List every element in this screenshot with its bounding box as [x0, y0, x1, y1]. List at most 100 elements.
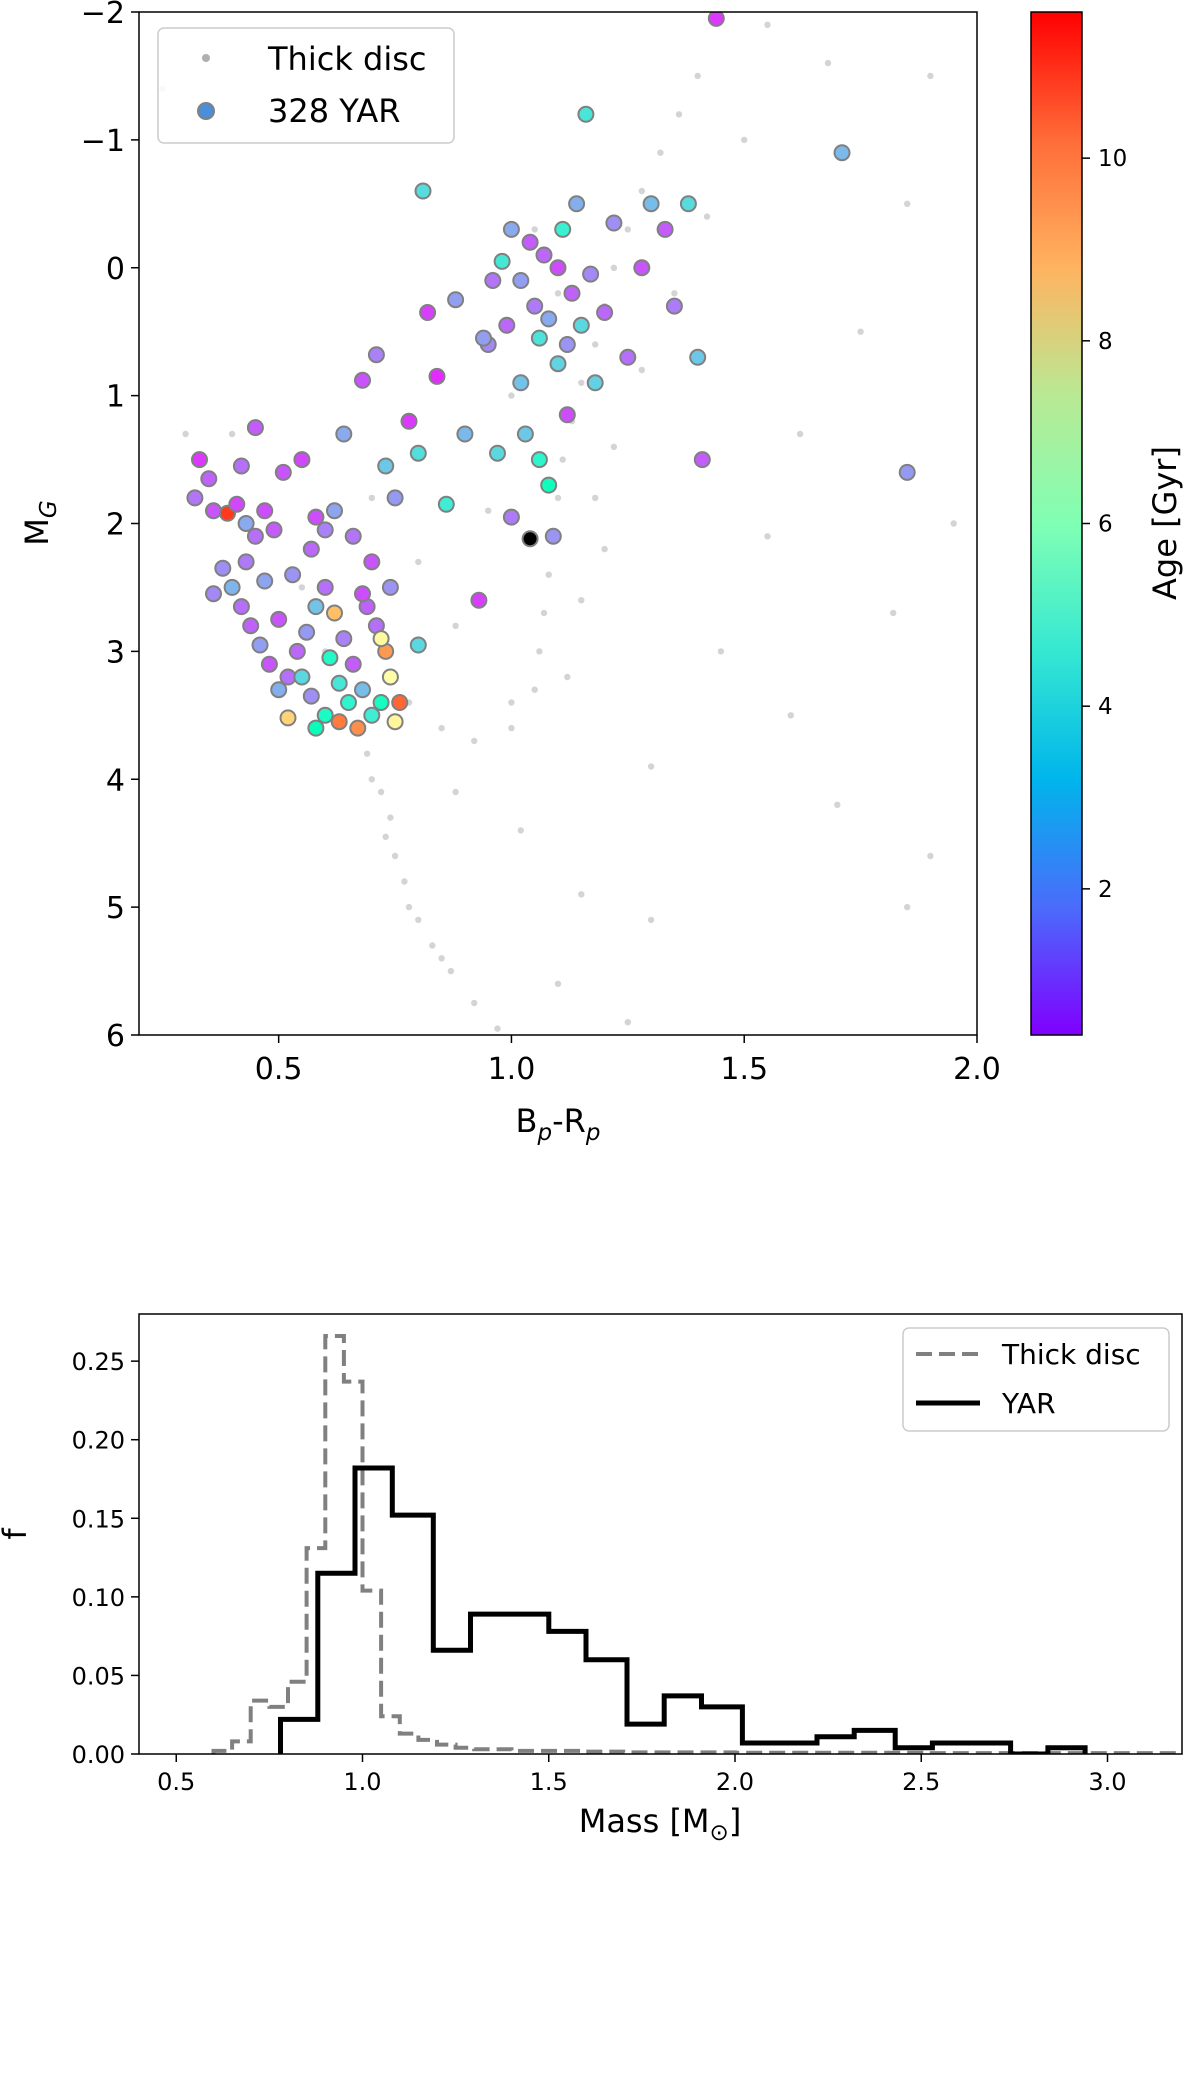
scatter-y-tick-label: 6: [106, 1019, 125, 1054]
thick-disc-point: [610, 264, 618, 271]
yar-point: [256, 572, 274, 590]
scatter-y-tick-label: −2: [81, 0, 125, 31]
thick-disc-point: [824, 59, 832, 67]
yar-point: [246, 527, 264, 545]
yar-point: [354, 371, 371, 389]
yar-point: [205, 502, 222, 520]
thick-disc-point: [405, 903, 413, 911]
yar-point: [558, 336, 576, 353]
thick-disc-point: [927, 852, 934, 860]
thick-disc-point: [536, 648, 543, 655]
scatter-y-tick-label: 0: [106, 252, 125, 287]
histogram-legend: Thick disc YAR: [902, 1327, 1170, 1432]
yar-point: [498, 316, 516, 334]
yar-point: [535, 246, 553, 264]
thick-disc-point: [494, 1025, 501, 1032]
yar-point: [586, 374, 604, 392]
legend-yar-marker: [197, 102, 215, 120]
histogram-x-tick-label: 2.0: [716, 1768, 754, 1796]
thick-disc-point: [559, 456, 566, 463]
yar-point: [270, 681, 288, 699]
yar-point: [330, 713, 348, 731]
yar-point: [330, 674, 348, 692]
thick-disc-point: [796, 430, 804, 438]
yar-point: [502, 220, 520, 238]
scatter-y-tick-label: 4: [106, 763, 125, 798]
thick-disc-point: [401, 878, 408, 885]
thick-disc-point: [531, 226, 538, 233]
yar-point: [689, 348, 707, 366]
histogram-y-ticks: 0.00 0.05 0.10 0.15 0.20 0.25: [72, 1348, 139, 1769]
thick-disc-point: [592, 494, 599, 502]
thick-disc-point: [182, 430, 189, 438]
histogram-y-tick-label: 0.05: [72, 1662, 125, 1690]
thick-disc-point: [382, 833, 389, 840]
thick-disc-point: [554, 494, 562, 502]
yar-point: [898, 463, 916, 481]
yar-point: [293, 451, 311, 469]
thick-disc-point: [452, 622, 459, 629]
thick-disc-point: [624, 226, 631, 233]
yar-point: [372, 630, 390, 648]
thick-disc-point: [647, 763, 655, 770]
yar-point: [619, 348, 637, 366]
histogram-y-tick-label: 0.15: [72, 1505, 125, 1533]
yar-point: [437, 495, 455, 513]
yar-point: [428, 367, 446, 385]
scatter-y-tick-label: 2: [106, 508, 125, 543]
yar-point: [279, 668, 297, 686]
thick-disc-point: [578, 379, 585, 386]
thick-disc-point: [671, 290, 678, 297]
thick-disc-point: [508, 392, 515, 399]
yar-point: [544, 527, 562, 545]
thick-disc-point: [554, 980, 562, 987]
yar-point: [470, 591, 488, 609]
yar-point: [316, 521, 334, 539]
thick-disc-point: [363, 750, 371, 757]
thick-disc-point: [540, 609, 548, 617]
yar-point: [316, 706, 334, 724]
thick-disc-point: [834, 801, 841, 808]
thick-disc-point: [657, 149, 664, 156]
histogram-panel: 0.5 1.0 1.5 2.0 2.5 3.0 0.000.050.100.150.200…: [0, 1313, 1183, 1846]
thick-disc-point: [545, 571, 552, 578]
histogram-axes-frame: [138, 1313, 1183, 1755]
histogram-y-tick-label: 0.10: [72, 1584, 125, 1612]
yar-point: [377, 457, 395, 475]
yar-point: [605, 214, 623, 232]
histogram-x-axis-label: Mass [M⊙]: [579, 1802, 742, 1846]
colorbar-tick-label: 4: [1098, 694, 1113, 720]
legend-yar-label: 328 YAR: [268, 92, 400, 130]
yar-histogram: [278, 1465, 1088, 1754]
thick-disc-point: [675, 111, 683, 118]
yar-point: [475, 329, 492, 347]
colorbar-gradient: [1030, 11, 1083, 1036]
thick-disc-point: [391, 852, 399, 860]
histogram-y-axis-label: f: [0, 1528, 34, 1540]
scatter-x-tick-label: 1.0: [488, 1052, 536, 1087]
yar-point: [260, 655, 278, 673]
thick-disc-point: [438, 955, 445, 962]
thick-disc-point: [517, 827, 524, 834]
histogram-x-ticks: 0.5 1.0 1.5 2.0 2.5 3.0: [157, 1754, 1127, 1796]
thick-disc-point: [647, 916, 655, 924]
yar-point: [344, 655, 362, 673]
yar-point: [447, 291, 465, 309]
thick-disc-point: [438, 724, 445, 732]
yar-point: [242, 617, 260, 635]
yar-point: [284, 566, 302, 584]
thick-disc-point: [387, 814, 394, 821]
yar-point: [205, 585, 222, 603]
thick-disc-point: [950, 520, 957, 527]
thick-disc-point: [415, 916, 422, 924]
yar-point: [326, 502, 343, 520]
yar-point: [307, 508, 325, 526]
thick-disc-point: [624, 1019, 631, 1026]
yar-point: [335, 425, 353, 443]
scatter-panel: 0.5 1.0 1.5 2.0 −2 −1 0 1 2 3 4 5 6 Bp-Rp MG Thick …: [18, 0, 1184, 1146]
thick-disc-point: [377, 788, 385, 796]
yar-point: [246, 419, 264, 437]
thick-disc-point: [904, 200, 911, 207]
thick-disc-point: [415, 558, 422, 566]
yar-point: [554, 220, 572, 238]
